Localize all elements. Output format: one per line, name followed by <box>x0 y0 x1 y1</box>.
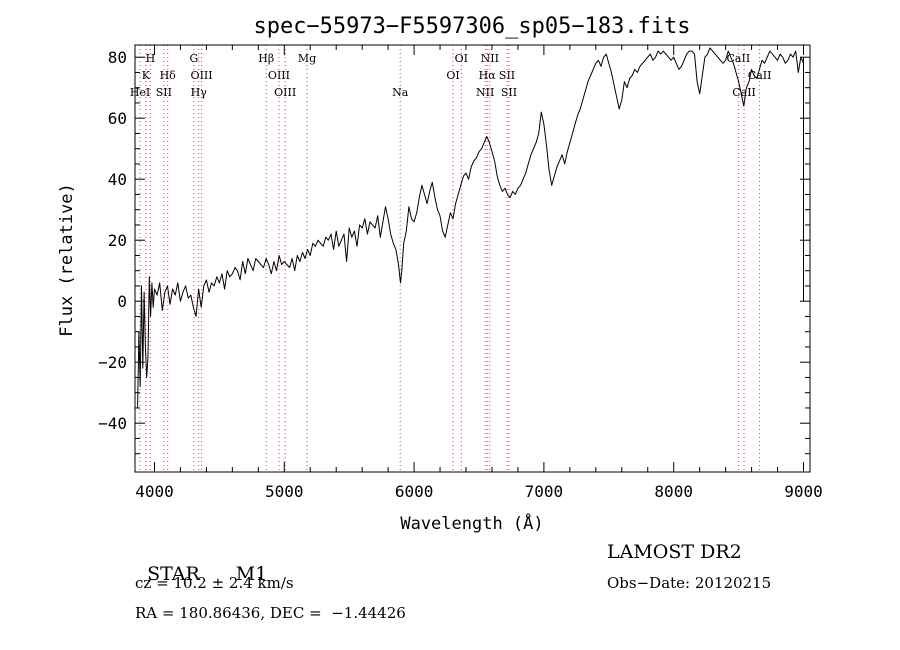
line-marker-label-2: HeI <box>130 86 150 99</box>
object-class: STAR M1 <box>135 541 267 585</box>
line-marker-label-11: Mg <box>298 52 316 65</box>
line-marker-label-13: OI <box>446 69 459 82</box>
x-axis-label: Wavelength (Å) <box>400 512 543 534</box>
y-tick-label-6: 80 <box>108 48 127 67</box>
y-tick-label-3: 20 <box>108 231 127 250</box>
line-marker-label-1: K <box>142 69 151 82</box>
line-marker-label-9: OIII <box>268 69 290 82</box>
line-marker-label-8: Hβ <box>258 52 274 65</box>
x-tick-label-4: 8000 <box>654 482 693 501</box>
x-tick-label-3: 7000 <box>525 482 564 501</box>
y-tick-label-0: −40 <box>98 414 127 433</box>
y-axis: −40 −20 0 20 40 60 80 <box>98 48 810 455</box>
obs-date-label: Obs−Date: 20120215 <box>607 574 772 592</box>
emission-line-markers: HK HeI Hδ SII G OIII Hγ Hβ OIII OIII Mg Na OI OI NII Hα… <box>130 45 772 472</box>
class-label: STAR <box>147 563 200 585</box>
line-marker-label-4: SII <box>156 86 172 99</box>
x-tick-label-1: 5000 <box>265 482 304 501</box>
y-tick-label-2: 0 <box>117 292 127 311</box>
plot-frame <box>134 44 811 473</box>
redshift-label: cz = 10.2 ± 2.4 km/s <box>135 574 294 592</box>
line-marker-label-6: OIII <box>191 69 213 82</box>
y-tick-label-5: 60 <box>108 109 127 128</box>
spectrum-line-0 <box>137 47 804 408</box>
x-axis: 4000 5000 6000 7000 8000 9000 <box>135 45 823 501</box>
subclass-label: M1 <box>235 563 268 585</box>
spectrum-series <box>137 47 804 408</box>
chart-title: spec−55973−F5597306_sp05−183.fits <box>253 14 690 39</box>
y-tick-label-4: 40 <box>108 170 127 189</box>
line-marker-label-16: Hα <box>479 69 497 82</box>
line-marker-label-18: SII <box>499 69 515 82</box>
line-marker-label-3: Hδ <box>160 69 177 82</box>
line-marker-label-14: OI <box>455 52 468 65</box>
line-marker-label-20: CaII <box>727 52 751 65</box>
line-marker-label-21: CaII <box>732 86 756 99</box>
x-tick-label-5: 9000 <box>784 482 823 501</box>
line-marker-label-7: Hγ <box>191 86 208 99</box>
x-tick-label-2: 6000 <box>395 482 434 501</box>
line-marker-label-12: Na <box>392 86 409 99</box>
line-marker-label-10: OIII <box>274 86 296 99</box>
line-marker-label-19: SII <box>501 86 517 99</box>
line-marker-label-0: H <box>146 52 156 65</box>
line-marker-label-15: NII <box>481 52 499 65</box>
coordinates-label: RA = 180.86436, DEC = −1.44426 <box>135 604 406 622</box>
line-marker-label-5: G <box>190 52 199 65</box>
line-marker-label-22: CaII <box>748 69 772 82</box>
x-tick-label-0: 4000 <box>135 482 174 501</box>
y-tick-label-1: −20 <box>98 353 127 372</box>
line-marker-label-17: NII <box>476 86 494 99</box>
survey-label: LAMOST DR2 <box>607 541 742 563</box>
y-axis-label: Flux (relative) <box>57 183 77 337</box>
